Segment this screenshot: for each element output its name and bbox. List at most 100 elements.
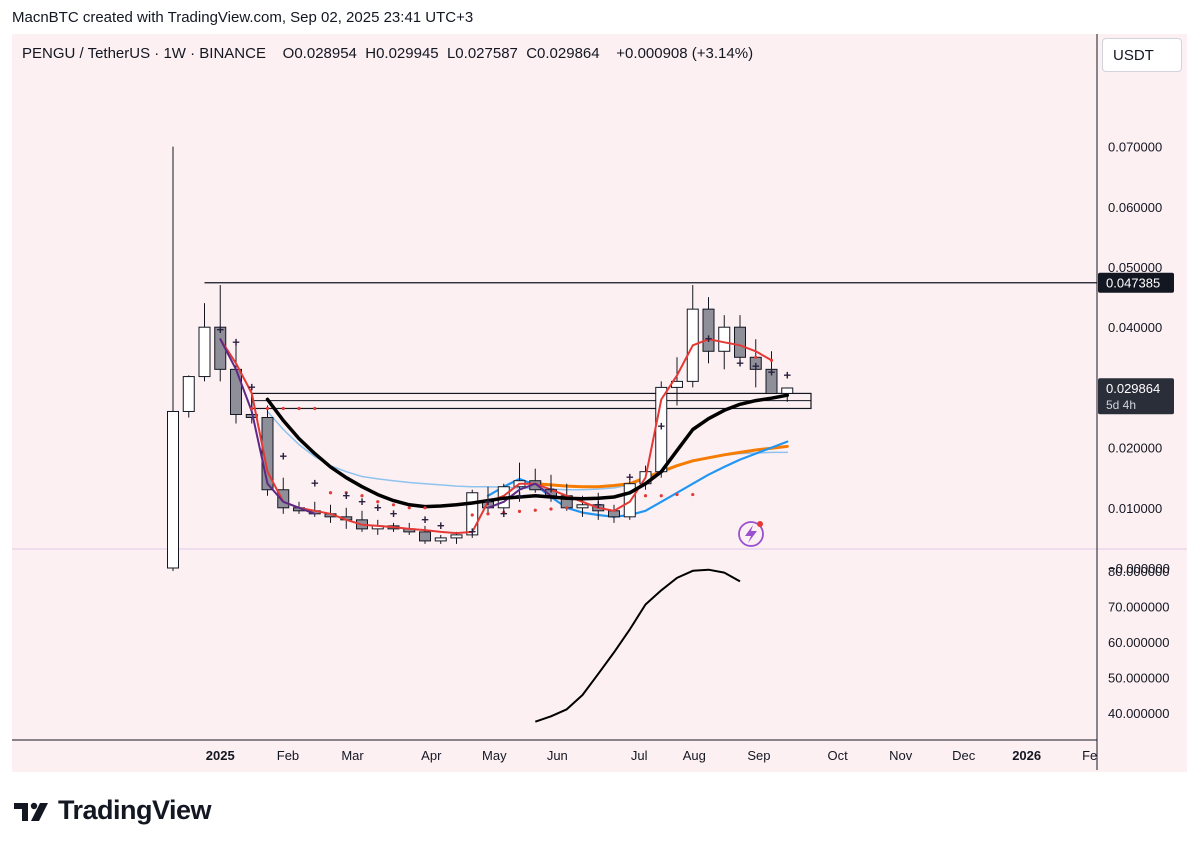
price-tick-label: 0.040000 [1108, 320, 1162, 335]
candle-body-down [419, 531, 431, 542]
psar-dot [549, 507, 553, 511]
cross-marker: + [500, 506, 508, 521]
candle-body-up [182, 376, 195, 412]
notification-dot [757, 521, 763, 527]
oscillator-line[interactable] [534, 568, 741, 723]
cross-marker: + [421, 512, 429, 527]
chart-credit: MacnBTC created with TradingView.com, Se… [12, 9, 474, 26]
cross-marker: + [736, 355, 744, 370]
candle-body-down [230, 368, 242, 415]
psar-dot [533, 508, 537, 512]
time-tick-label: 2026 [1012, 748, 1041, 763]
ohlc-values: O0.028954 H0.029945 L0.027587 C0.029864 [282, 45, 600, 62]
candle[interactable] [277, 477, 290, 514]
cross-marker: + [705, 331, 713, 346]
last-price-badge: 0.029864 [1106, 381, 1160, 396]
time-tick-label: Nov [889, 748, 913, 763]
candle[interactable] [765, 351, 778, 394]
cross-marker: + [311, 476, 319, 491]
brand-name: TradingView [58, 795, 212, 825]
oscillator-tick-label: 70.000000 [1108, 599, 1169, 614]
time-tick-label: Fe [1082, 748, 1097, 763]
ma-purple-line[interactable] [219, 338, 552, 515]
psar-dot [407, 506, 411, 510]
time-tick-label: May [482, 748, 507, 763]
lightning-bolt-icon[interactable] [738, 521, 764, 547]
last-price-badge-bg [1098, 378, 1174, 415]
cross-marker: + [484, 494, 492, 509]
time-tick-label: 2025 [206, 748, 235, 763]
price-tick-label: 0.010000 [1108, 501, 1162, 516]
cross-marker: + [547, 482, 555, 497]
oscillator-tick-label: 80.000000 [1108, 564, 1169, 579]
cross-marker: + [783, 367, 791, 382]
price-change: +0.000908 (+3.14%) [616, 45, 754, 62]
candle-body-down [734, 326, 746, 358]
candle-body-up [781, 387, 794, 394]
candle-body-down [261, 417, 274, 491]
chart-area[interactable] [12, 34, 1187, 772]
psar-dot [297, 406, 301, 411]
candle[interactable] [167, 146, 179, 572]
candle[interactable] [434, 534, 447, 544]
symbol-legend[interactable]: PENGU / TetherUS · 1W · BINANCE O0.02895… [22, 45, 754, 62]
cross-marker: + [358, 494, 366, 509]
psar-dot [281, 406, 285, 411]
cross-marker: + [768, 364, 776, 379]
psar-dot [691, 492, 695, 497]
candle[interactable] [419, 525, 431, 544]
candle[interactable] [529, 468, 542, 493]
bar-countdown: 5d 4h [1106, 398, 1136, 412]
time-tick-label: Dec [952, 748, 976, 763]
psar-dot [328, 491, 333, 495]
candle-body-up [450, 534, 463, 539]
candle[interactable] [198, 303, 211, 382]
psar-dot [675, 492, 679, 497]
candle[interactable] [734, 315, 746, 364]
candle-body-down [765, 368, 778, 394]
oscillator-tick-label: 60.000000 [1108, 635, 1169, 650]
candle[interactable] [182, 375, 195, 418]
psar-dot [344, 491, 348, 495]
psar-dot [754, 355, 758, 359]
cross-marker: + [374, 500, 382, 515]
psar-dot [643, 494, 648, 498]
cross-marker: + [594, 497, 602, 512]
candle-body-up [198, 326, 211, 378]
price-tick-label: 0.050000 [1108, 260, 1162, 275]
candle-body-down [277, 489, 290, 509]
symbol-exchange: BINANCE [199, 45, 266, 62]
time-tick-label: Feb [277, 748, 299, 763]
candle-body-down [702, 308, 715, 352]
candle[interactable] [686, 285, 699, 388]
ma-black-line[interactable] [265, 393, 790, 509]
resistance-price-badge: 0.047385 [1106, 276, 1160, 291]
psar-dot [313, 406, 317, 411]
cross-marker: + [626, 470, 634, 485]
cross-marker: + [516, 488, 524, 503]
candle[interactable] [371, 519, 384, 535]
currency-selector[interactable]: USDT [1102, 38, 1182, 72]
psar-dot [360, 494, 364, 498]
time-tick-label: Sep [747, 748, 770, 763]
lightning-bolt-shape [745, 525, 757, 543]
time-tick-label: Jul [631, 748, 648, 763]
cross-marker: + [390, 506, 398, 521]
time-tick-label: Jun [547, 748, 568, 763]
psar-dot [486, 512, 490, 516]
symbol-interval[interactable]: 1W [163, 45, 186, 62]
symbol-name[interactable]: PENGU / TetherUS [22, 45, 151, 62]
psar-dot [376, 500, 380, 504]
lightning-bolt-ring [738, 521, 764, 547]
candle-body-up [434, 537, 447, 542]
candle[interactable] [702, 297, 715, 364]
psar-dot [250, 406, 254, 411]
oscillator-tick-label: 50.000000 [1108, 670, 1169, 685]
tradingview-brand[interactable]: TradingView [14, 795, 212, 826]
cross-marker: + [657, 419, 665, 434]
price-tick-label: −0.000000 [1108, 561, 1170, 576]
candle[interactable] [356, 510, 368, 532]
tradingview-logo-icon [14, 802, 48, 821]
cross-marker: + [468, 524, 476, 539]
